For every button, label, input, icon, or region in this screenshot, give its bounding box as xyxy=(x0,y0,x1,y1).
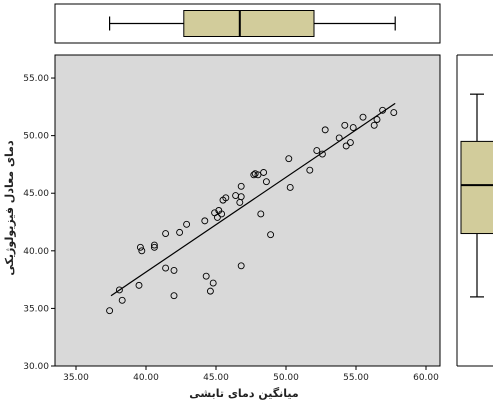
data-point xyxy=(262,178,270,186)
data-point xyxy=(341,121,349,129)
data-point xyxy=(285,155,293,163)
data-point xyxy=(346,139,354,146)
data-point xyxy=(254,171,262,179)
data-point xyxy=(201,217,209,225)
y-tick-label: 40.00 xyxy=(23,247,49,257)
data-point xyxy=(318,150,326,158)
data-point xyxy=(286,184,294,191)
data-point xyxy=(373,116,381,123)
data-point xyxy=(237,262,245,270)
data-point xyxy=(206,287,214,295)
data-point xyxy=(379,106,387,114)
data-point xyxy=(209,279,217,287)
data-point xyxy=(260,169,268,176)
y-tick-label: 30.00 xyxy=(23,362,49,372)
data-point xyxy=(306,166,314,174)
data-points xyxy=(106,102,398,315)
data-point xyxy=(115,286,123,294)
x-boxplot-box xyxy=(183,10,315,37)
data-point xyxy=(150,243,158,251)
data-point xyxy=(321,126,329,134)
data-point xyxy=(162,230,170,237)
data-point xyxy=(237,182,245,190)
x-tick-label: 55.00 xyxy=(343,373,369,383)
data-point xyxy=(218,210,226,218)
data-point xyxy=(138,247,146,255)
y-boxplot-panel xyxy=(456,54,493,367)
y-boxplot-box xyxy=(460,140,493,235)
y-axis-title: دمای معادل فیزیولوژیکی xyxy=(3,140,16,276)
data-point xyxy=(136,243,144,251)
x-tick-label: 45.00 xyxy=(203,373,229,383)
data-point xyxy=(222,194,230,202)
data-point xyxy=(183,220,191,228)
data-point xyxy=(267,231,275,239)
data-point xyxy=(257,210,265,218)
data-point xyxy=(335,134,343,142)
data-point xyxy=(176,228,184,236)
fit-line xyxy=(110,102,396,297)
y-tick-label: 50.00 xyxy=(23,132,49,142)
data-point xyxy=(135,281,143,289)
data-point xyxy=(237,193,245,201)
data-point xyxy=(162,264,170,272)
data-point xyxy=(118,296,126,304)
data-point xyxy=(250,171,258,179)
data-point xyxy=(390,109,398,117)
y-tick-label: 45.00 xyxy=(23,189,49,199)
x-tick-label: 40.00 xyxy=(133,373,159,383)
y-tick-label: 55.00 xyxy=(23,74,49,84)
x-axis-title: میانگین دمای تابشی xyxy=(189,387,298,400)
x-tick-label: 60.00 xyxy=(413,373,439,383)
data-point xyxy=(202,272,210,280)
x-tick-label: 35.00 xyxy=(63,373,89,383)
data-point xyxy=(170,292,178,300)
data-point xyxy=(170,266,178,274)
data-point xyxy=(359,113,367,121)
data-point xyxy=(150,241,158,249)
y-tick-label: 35.00 xyxy=(23,304,49,314)
plot-background xyxy=(54,54,441,367)
data-point xyxy=(213,213,221,221)
data-point xyxy=(349,124,357,132)
axes: 35.00 40.00 45.00 50.00 55.00 60.00 30.00 35.00… xyxy=(23,74,439,383)
x-tick-label: 50.00 xyxy=(273,373,299,383)
x-boxplot-panel xyxy=(54,3,441,44)
data-point xyxy=(342,142,350,150)
plot-area xyxy=(54,54,441,367)
data-point xyxy=(106,307,114,315)
data-point xyxy=(370,121,378,129)
data-point xyxy=(313,147,321,155)
